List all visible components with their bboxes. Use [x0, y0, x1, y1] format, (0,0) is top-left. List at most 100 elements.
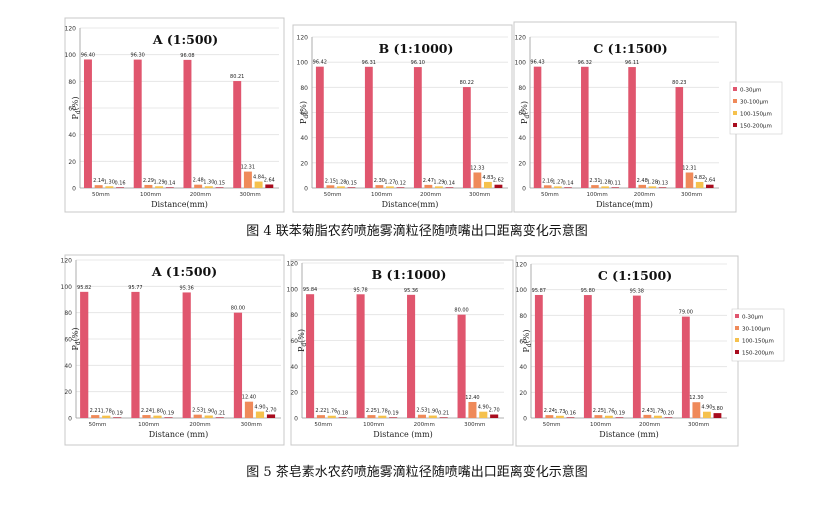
legend-box: [729, 81, 783, 135]
bar: [628, 67, 636, 188]
data-label: 1.29: [154, 179, 165, 185]
x-tick-label: 300mm: [681, 192, 702, 198]
y-tick-label: 120: [61, 258, 73, 265]
legend-swatch: [733, 123, 737, 127]
data-label: 0.21: [214, 410, 225, 416]
bar: [265, 184, 274, 188]
bar: [555, 415, 564, 418]
y-tick-label: 0: [294, 416, 298, 423]
chart-title: A (1:500): [151, 264, 217, 279]
y-tick-label: 0: [72, 186, 76, 193]
data-label: 1.27: [384, 179, 395, 185]
bar: [204, 186, 213, 188]
x-tick-label: 200mm: [634, 192, 655, 198]
x-tick-label: 200mm: [189, 422, 210, 428]
data-label: 96.31: [362, 60, 376, 66]
data-label: 1.76: [326, 409, 337, 415]
y-tick-label: 80: [519, 313, 527, 320]
bar: [591, 185, 599, 188]
y-tick-label: 80: [68, 79, 76, 86]
bar: [583, 295, 592, 418]
data-label: 2.14: [93, 178, 104, 184]
data-label: 12.40: [242, 395, 256, 401]
data-label: 1.30: [203, 179, 214, 185]
bar: [407, 294, 416, 418]
bar: [215, 417, 224, 418]
y-tick-label: 100: [61, 284, 73, 291]
bar: [473, 172, 482, 188]
bar: [713, 413, 722, 418]
legend-label: 150-200μm: [742, 351, 774, 357]
data-label: 0.15: [346, 180, 357, 186]
bar: [681, 316, 690, 418]
bar: [113, 417, 122, 418]
data-label: 2.64: [704, 178, 715, 184]
bar: [165, 187, 174, 188]
bar: [658, 187, 667, 188]
data-label: 0.19: [112, 410, 123, 416]
data-label: 2.30: [374, 178, 385, 184]
data-label: 12.30: [689, 395, 703, 401]
bar: [685, 172, 694, 188]
x-tick-label: 300mm: [688, 422, 709, 428]
bar: [375, 185, 384, 188]
x-tick-label: 50mm: [543, 422, 561, 428]
data-label: 0.18: [337, 410, 348, 416]
bar: [601, 186, 609, 188]
data-label: 1.80: [152, 409, 163, 415]
data-label: 2.29: [143, 178, 154, 184]
x-tick-label: 300mm: [469, 192, 490, 198]
bar: [83, 59, 92, 188]
bar: [417, 414, 426, 418]
bar: [675, 87, 684, 188]
y-tick-label: 60: [68, 106, 76, 113]
y-tick-label: 60: [300, 110, 308, 117]
y-tick-label: 40: [290, 364, 298, 371]
bar: [133, 59, 142, 188]
bar: [142, 415, 151, 418]
bar: [457, 314, 466, 418]
data-label: 2.70: [489, 408, 500, 414]
bar: [204, 415, 213, 418]
data-label: 95.38: [630, 289, 644, 295]
bar: [581, 66, 589, 188]
data-label: 4.84: [253, 175, 264, 181]
data-label: 0.14: [562, 180, 573, 186]
legend-swatch: [733, 87, 737, 91]
legend: 0-30μm 30-100μm 100-150μm 150-200μm: [729, 81, 783, 135]
bar: [385, 186, 394, 188]
legend-swatch: [735, 314, 739, 318]
y-tick-label: 40: [64, 363, 72, 370]
data-label: 0.19: [614, 410, 625, 416]
data-label: 12.40: [465, 395, 479, 401]
y-axis-label: Pd(%): [522, 329, 533, 352]
data-label: 2.64: [264, 177, 275, 183]
data-label: 0.16: [565, 410, 576, 416]
y-tick-label: 0: [522, 186, 526, 193]
bar: [483, 181, 492, 188]
y-tick-label: 20: [518, 160, 526, 167]
y-tick-label: 80: [64, 310, 72, 317]
data-label: 12.31: [241, 165, 255, 171]
data-label: 12.31: [682, 166, 696, 172]
y-tick-label: 120: [515, 35, 527, 42]
legend: 0-30μm 30-100μm 100-150μm 150-200μm: [731, 308, 785, 362]
bar: [543, 185, 552, 188]
data-label: 0.20: [663, 410, 674, 416]
data-label: 96.30: [131, 53, 145, 59]
legend-box: [731, 308, 785, 362]
data-label: 4.82: [694, 175, 705, 181]
legend-swatch: [735, 350, 739, 354]
bar: [445, 187, 454, 188]
data-label: 96.08: [180, 53, 194, 59]
y-tick-label: 40: [300, 135, 308, 142]
x-tick-label: 100mm: [138, 422, 159, 428]
data-label: 3.80: [712, 406, 723, 412]
bar: [306, 294, 315, 418]
bar: [424, 184, 433, 188]
bar: [215, 187, 224, 188]
